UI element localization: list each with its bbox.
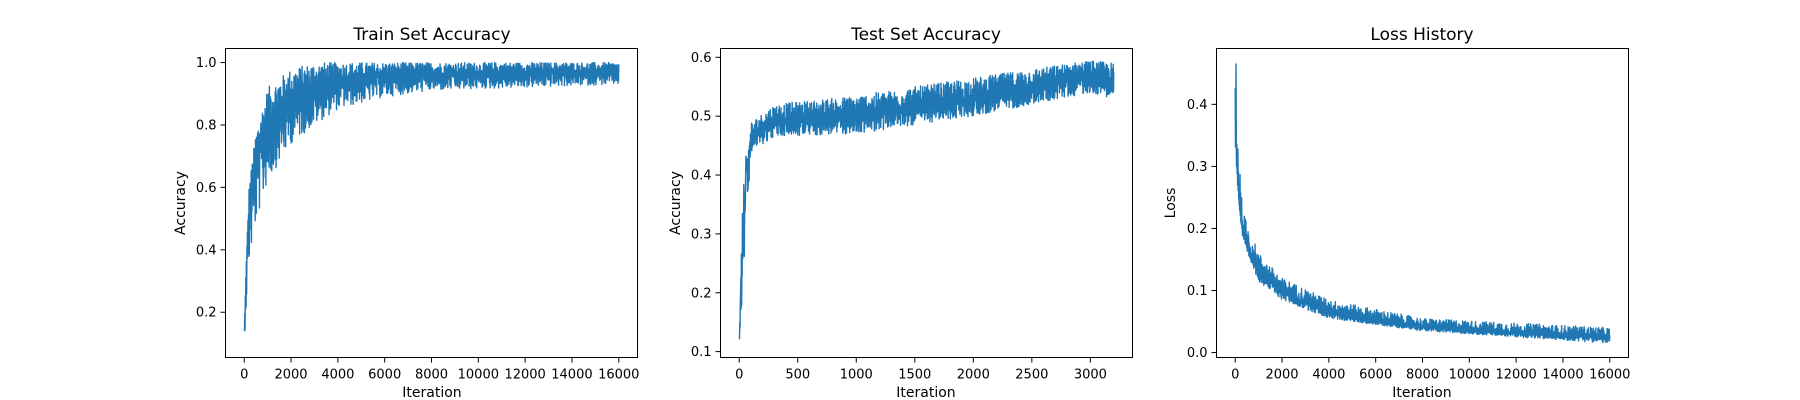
series-line [738,60,1115,340]
x-tick-label: 0 [240,368,248,383]
x-tick-label: 6000 [1359,368,1392,383]
x-tick-label: 10000 [458,368,499,383]
series-layer [738,60,1115,340]
x-tick-label: 14000 [551,368,592,383]
x-axis: 0 2000 4000 6000 8000 10000 12000 14000 16000 [1231,357,1630,383]
x-tick-label: 12000 [504,368,545,383]
y-tick-label: 0.1 [1187,284,1208,299]
y-axis: 0.0 0.1 0.2 0.3 0.4 [1187,98,1217,361]
plot-frame [1216,48,1629,358]
x-tick-label: 2000 [1265,368,1298,383]
x-axis-label: Iteration [402,385,461,400]
x-tick-label: 14000 [1542,368,1583,383]
y-axis-label: Accuracy [173,171,189,235]
x-tick-label: 0 [735,368,743,383]
x-tick-label: 1000 [840,368,873,383]
x-tick-label: 12000 [1495,368,1536,383]
series-line [243,61,620,332]
y-tick-label: 0.0 [1187,346,1208,361]
train-accuracy-chart: Train Set Accuracy 0 2000 4000 6000 8000 1000… [173,25,639,400]
y-axis: 0.1 0.2 0.3 0.4 0.5 0.6 [691,51,721,360]
x-tick-label: 2000 [274,368,307,383]
loss-history-chart: Loss History 0 2000 4000 6000 8000 10000 12000… [1163,25,1630,400]
plot-frame [720,48,1133,358]
x-tick-label: 8000 [415,368,448,383]
x-tick-label: 0 [1231,368,1239,383]
y-axis-label: Loss [1163,188,1179,219]
y-tick-label: 0.3 [1187,160,1208,175]
x-axis: 0 500 1000 1500 2000 2500 3000 [735,357,1107,383]
y-tick-label: 0.6 [691,51,712,66]
x-tick-label: 8000 [1406,368,1439,383]
y-tick-label: 0.8 [196,118,217,133]
x-axis-label: Iteration [1392,385,1451,400]
x-tick-label: 3000 [1074,368,1107,383]
y-tick-label: 0.1 [691,345,712,360]
series-layer [243,61,620,332]
y-tick-label: 0.3 [691,227,712,242]
y-axis-label: Accuracy [668,171,684,235]
series-layer [1234,63,1611,344]
chart-title: Train Set Accuracy [352,25,510,45]
y-tick-label: 0.5 [691,110,712,125]
series-line [1234,63,1611,344]
y-tick-label: 0.2 [196,306,217,321]
x-axis: 0 2000 4000 6000 8000 10000 12000 14000 16000 [240,357,639,383]
x-tick-label: 6000 [368,368,401,383]
chart-title: Loss History [1370,25,1473,45]
y-tick-label: 1.0 [196,56,217,71]
x-tick-label: 16000 [1589,368,1630,383]
x-tick-label: 2000 [957,368,990,383]
y-tick-label: 0.4 [1187,98,1208,113]
x-tick-label: 500 [785,368,810,383]
y-tick-label: 0.4 [196,243,217,258]
x-tick-label: 16000 [598,368,639,383]
y-tick-label: 0.6 [196,181,217,196]
x-tick-label: 4000 [1312,368,1345,383]
x-tick-label: 2500 [1015,368,1048,383]
plot-frame [225,48,638,358]
x-tick-label: 10000 [1449,368,1490,383]
y-axis: 0.2 0.4 0.6 0.8 1.0 [196,56,226,321]
x-tick-label: 1500 [898,368,931,383]
chart-title: Test Set Accuracy [850,25,1001,45]
x-tick-label: 4000 [321,368,354,383]
y-tick-label: 0.2 [691,286,712,301]
x-axis-label: Iteration [896,385,955,400]
y-tick-label: 0.2 [1187,222,1208,237]
y-tick-label: 0.4 [691,169,712,184]
test-accuracy-chart: Test Set Accuracy 0 500 1000 1500 2000 2500 30… [668,25,1133,400]
